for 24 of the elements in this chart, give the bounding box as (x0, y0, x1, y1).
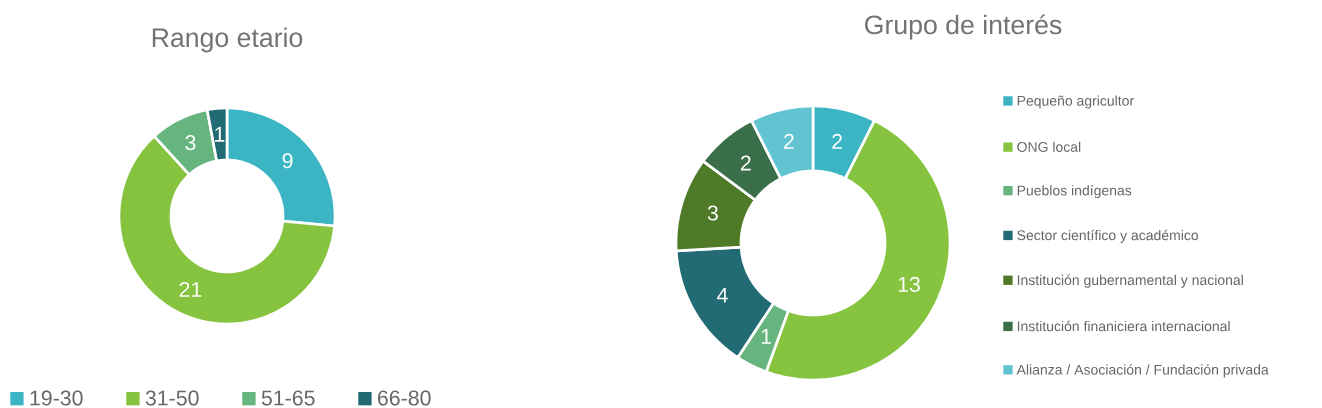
data-label: 21 (179, 281, 202, 297)
legend-label: Alianza / Asociación / Fundación privada (1016, 364, 1269, 378)
legend-label: Sector científico y académico (1017, 229, 1199, 244)
legend-label: 31-50 (145, 390, 199, 406)
data-label: 1 (761, 329, 771, 344)
data-label: 3 (707, 205, 718, 221)
legend-label: 66-80 (378, 390, 431, 406)
chart-title: Rango etario (152, 27, 303, 53)
legend-label: 51-65 (261, 390, 315, 406)
data-label: 1 (215, 127, 225, 142)
chart-title: Grupo de interés (865, 14, 1062, 40)
data-label: 13 (898, 276, 920, 292)
legend-label: Institución gubernamental y nacional (1017, 274, 1243, 288)
legend-label: Institución finaniciera internacional (1017, 320, 1230, 332)
data-label: 4 (717, 287, 728, 303)
legend-label: Pueblos indígenas (1017, 184, 1132, 199)
data-label: 2 (832, 133, 842, 149)
data-label: 2 (784, 133, 794, 149)
legend-label: ONG local (1017, 141, 1081, 152)
data-label: 9 (282, 153, 293, 169)
data-label: 2 (740, 155, 751, 171)
legend-label: 19-30 (30, 390, 83, 406)
data-label: 3 (185, 135, 196, 151)
legend-label: Pequeño agricultor (1017, 95, 1134, 109)
